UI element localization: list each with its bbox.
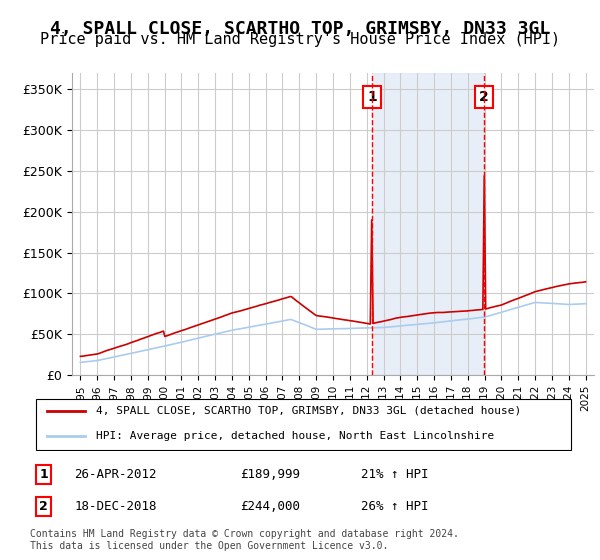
Text: 2: 2	[40, 500, 48, 513]
Text: 4, SPALL CLOSE, SCARTHO TOP, GRIMSBY, DN33 3GL: 4, SPALL CLOSE, SCARTHO TOP, GRIMSBY, DN…	[50, 20, 550, 38]
Text: Price paid vs. HM Land Registry's House Price Index (HPI): Price paid vs. HM Land Registry's House …	[40, 32, 560, 48]
FancyBboxPatch shape	[35, 399, 571, 450]
Bar	[372, 73, 484, 375]
Text: 2: 2	[479, 90, 489, 104]
Text: £244,000: £244,000	[240, 500, 300, 513]
Text: 21% ↑ HPI: 21% ↑ HPI	[361, 468, 428, 481]
Text: Contains HM Land Registry data © Crown copyright and database right 2024.
This d: Contains HM Land Registry data © Crown c…	[30, 529, 459, 551]
Text: 1: 1	[40, 468, 48, 481]
Text: 4, SPALL CLOSE, SCARTHO TOP, GRIMSBY, DN33 3GL (detached house): 4, SPALL CLOSE, SCARTHO TOP, GRIMSBY, DN…	[96, 406, 521, 416]
Text: £189,999: £189,999	[240, 468, 300, 481]
Text: HPI: Average price, detached house, North East Lincolnshire: HPI: Average price, detached house, Nort…	[96, 431, 494, 441]
Text: 26-APR-2012: 26-APR-2012	[74, 468, 157, 481]
Text: 26% ↑ HPI: 26% ↑ HPI	[361, 500, 428, 513]
Text: 1: 1	[367, 90, 377, 104]
Text: 18-DEC-2018: 18-DEC-2018	[74, 500, 157, 513]
